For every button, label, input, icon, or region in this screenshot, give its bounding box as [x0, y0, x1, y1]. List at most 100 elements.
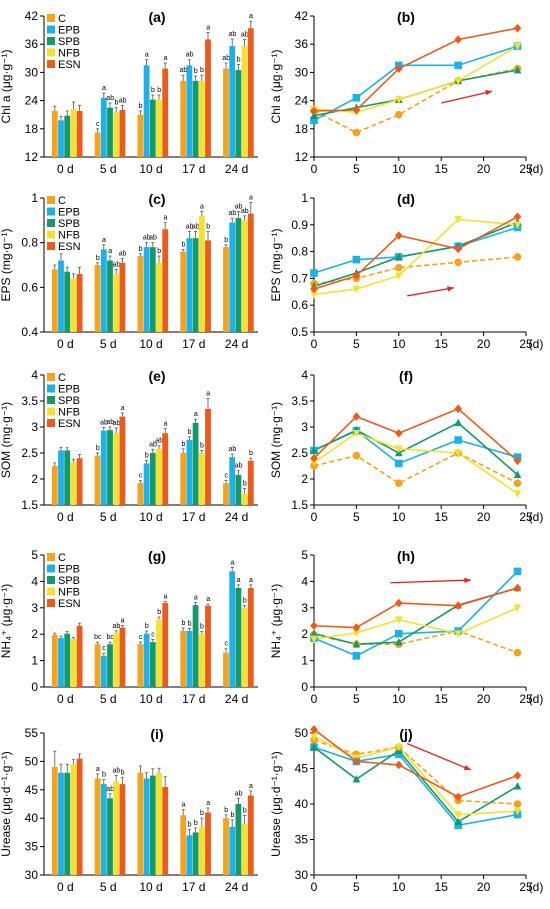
y-tick-label: 2	[31, 472, 38, 486]
significance-letter: a	[194, 595, 198, 602]
significance-letter: b	[200, 810, 204, 817]
significance-letter: b	[139, 246, 143, 253]
series-line-SPB	[313, 221, 518, 288]
bar-NFB	[198, 633, 205, 687]
x-tick-label: 20	[477, 162, 491, 176]
legend-label: ESN	[58, 59, 81, 71]
significance-letter: a	[145, 52, 149, 59]
point-SPB	[395, 252, 403, 261]
x-tick-label: 25	[519, 880, 533, 894]
y-axis-label: Chl a (μg·g⁻¹)	[0, 50, 13, 124]
bar-C	[137, 256, 144, 332]
legend-swatch-SPB	[47, 396, 55, 404]
significance-letter: ab	[235, 463, 243, 470]
legend-swatch-EPB	[47, 207, 55, 216]
significance-letter: c	[139, 634, 143, 641]
bar-NFB	[156, 772, 162, 875]
significance-letter: a	[230, 559, 234, 566]
x-unit-label: (d)	[529, 692, 544, 706]
y-tick-label: 0.8	[21, 236, 38, 250]
significance-letter: ab	[186, 52, 194, 59]
panel-label: (j)	[399, 726, 412, 742]
significance-letter: a	[200, 203, 204, 210]
legend-swatch-ESN	[47, 419, 55, 427]
x-tick-label: 25	[519, 692, 533, 706]
panel-label: (c)	[148, 191, 165, 207]
x-category-label: 0 d	[57, 510, 74, 524]
significance-letter: b	[114, 100, 118, 107]
significance-letter: b	[249, 450, 253, 457]
point-NFB	[310, 635, 318, 644]
x-unit-label: (d)	[529, 337, 544, 351]
y-tick-label: 0	[301, 680, 308, 694]
x-tick-label: 5	[353, 510, 360, 524]
significance-letter: b	[230, 812, 234, 819]
point-NFB	[310, 291, 318, 299]
bar-SPB	[192, 422, 199, 505]
point-EPB	[454, 821, 462, 830]
bar-C	[51, 634, 58, 687]
bar-C	[94, 644, 101, 687]
point-NFB	[513, 807, 522, 816]
legend-label: C	[58, 552, 66, 564]
significance-letter: ab	[192, 224, 200, 231]
bar-C	[51, 767, 58, 875]
bar-EPB	[143, 463, 150, 505]
point-SPB	[352, 774, 361, 783]
bar-EPB	[186, 631, 193, 687]
series-line-C	[313, 739, 518, 805]
point-ESN	[395, 598, 403, 608]
significance-letter: ab	[155, 438, 163, 445]
point-ESN	[352, 412, 361, 421]
bar-NFB	[241, 607, 248, 687]
bar-EPB	[186, 238, 193, 332]
bar-C	[137, 483, 144, 505]
x-unit-label: (d)	[529, 510, 544, 524]
x-tick-label: 5	[353, 692, 360, 706]
bar-NFB	[241, 493, 248, 505]
bar-ESN	[247, 28, 254, 157]
bar-SPB	[149, 642, 156, 687]
bar-ESN	[119, 416, 126, 505]
x-tick-label: 5	[353, 880, 360, 894]
significance-letter: b	[181, 620, 185, 627]
x-category-label: 24 d	[225, 880, 248, 894]
y-tick-label: 42	[295, 9, 309, 23]
x-tick-label: 5	[353, 162, 360, 176]
x-tick-label: 10	[392, 162, 406, 176]
bar-ESN	[76, 110, 83, 157]
significance-letter: ab	[235, 203, 243, 210]
series-line-ESN	[313, 27, 518, 112]
bar-ESN	[119, 110, 126, 157]
y-tick-label: 4	[31, 368, 38, 382]
y-tick-label: 0.8	[291, 245, 308, 259]
bar-SPB	[192, 605, 199, 687]
significance-letter: ab	[229, 446, 237, 453]
significance-letter: b	[194, 68, 198, 75]
bar-NFB	[198, 453, 205, 505]
significance-letter: a	[163, 593, 167, 600]
y-tick-label: 2	[31, 627, 38, 641]
bar-C	[94, 778, 101, 875]
significance-letter: a	[102, 237, 106, 244]
bar-SPB	[107, 644, 113, 687]
bar-ESN	[162, 786, 169, 875]
bar-ESN	[162, 229, 169, 332]
y-tick-label: 2.5	[21, 446, 38, 460]
x-tick-label: 20	[477, 510, 491, 524]
bar-EPB	[58, 120, 64, 157]
y-tick-label: 5	[301, 548, 308, 562]
y-tick-label: 1	[301, 191, 308, 205]
significance-letter: b	[237, 56, 241, 63]
bar-NFB	[198, 215, 205, 332]
y-tick-label: 0	[31, 680, 38, 694]
x-category-label: 10 d	[139, 337, 162, 351]
point-EPB	[395, 459, 403, 468]
y-tick-label: 18	[295, 122, 309, 136]
bar-NFB	[70, 462, 77, 505]
point-ESN	[310, 453, 318, 463]
bar-SPB	[235, 70, 242, 157]
significance-letter: ab	[119, 250, 127, 257]
